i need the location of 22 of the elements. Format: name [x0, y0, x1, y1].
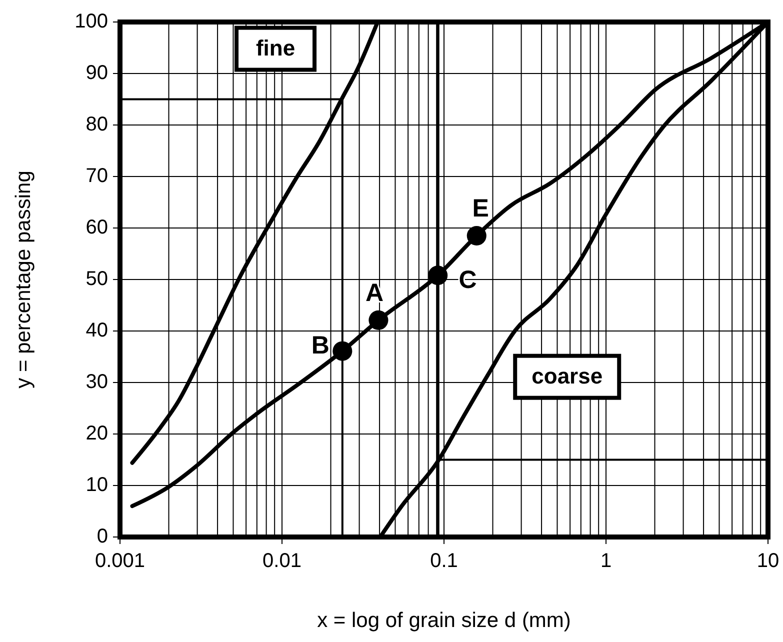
y-tick-label: 0 [96, 525, 108, 548]
y-tick-label: 10 [86, 474, 108, 496]
x-tick-label: 10 [756, 550, 780, 572]
y-tick-label: 40 [86, 319, 108, 342]
x-tick-label: 1 [600, 550, 612, 572]
x-tick-label: 0.1 [430, 550, 458, 572]
x-axis-title: x = log of grain size d (mm) [317, 609, 571, 632]
y-axis-title: y = percentage passing [12, 170, 35, 388]
x-tick-label: 0.001 [94, 550, 146, 572]
y-tick-label: 20 [86, 422, 108, 444]
data-label: B [311, 332, 330, 360]
y-tick-label: 50 [86, 268, 108, 290]
y-tick-label: 30 [86, 370, 108, 393]
y-tick-label: 80 [86, 113, 108, 136]
y-tick-label: 70 [86, 164, 108, 187]
y-tick-label: 100 [74, 10, 108, 32]
annotation: coarse [532, 364, 603, 389]
y-tick-label: 60 [86, 216, 108, 238]
data-label: E [472, 194, 489, 222]
x-tick-label: 0.01 [262, 550, 302, 572]
y-tick-label: 90 [86, 62, 108, 84]
annotation: fine [256, 36, 296, 61]
